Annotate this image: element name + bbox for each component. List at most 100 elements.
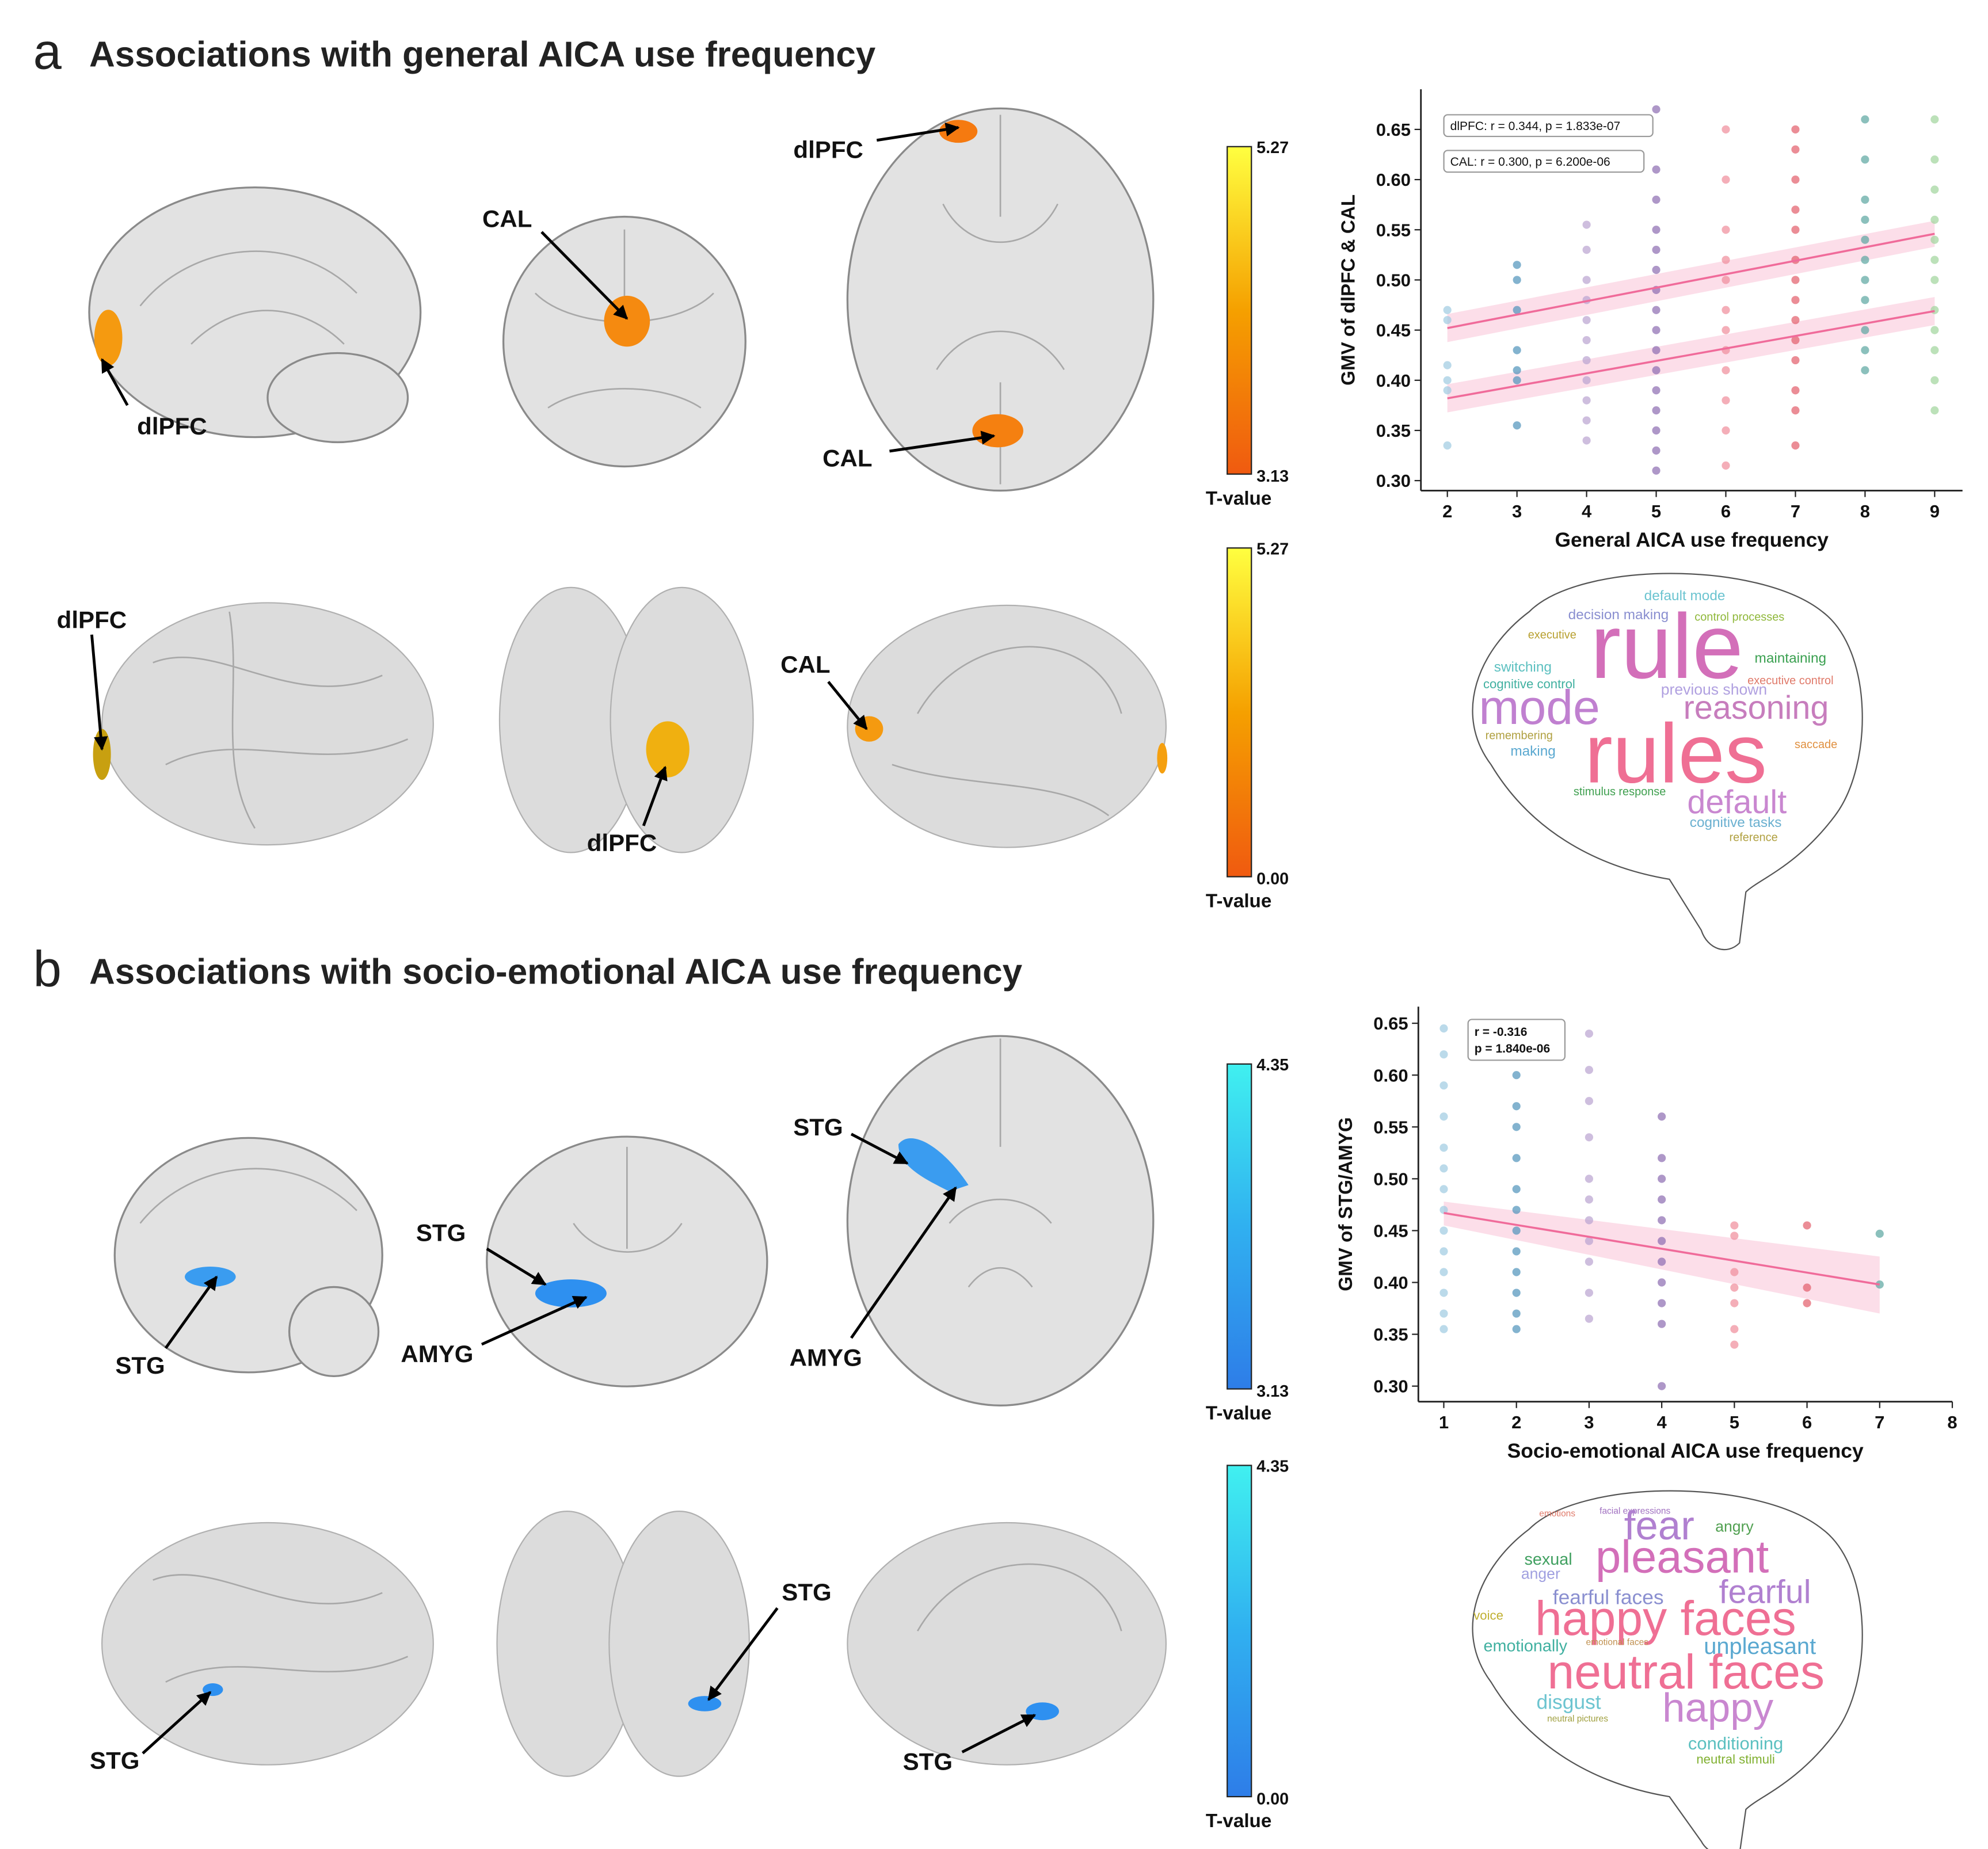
cloud-word: emotionally — [1484, 1637, 1568, 1656]
point — [1658, 1154, 1666, 1162]
point — [1652, 165, 1661, 174]
colorbar — [1227, 547, 1252, 878]
point — [1582, 246, 1591, 254]
region-label: CAL — [822, 445, 872, 472]
fit-line — [1447, 310, 1935, 399]
point — [1582, 396, 1591, 405]
cloud-word: conditioning — [1688, 1733, 1783, 1753]
region-label: dlPFC — [137, 413, 207, 440]
point — [1861, 346, 1869, 354]
point — [1658, 1320, 1666, 1328]
point — [1582, 376, 1591, 384]
cloud-word: rule — [1590, 595, 1743, 697]
point — [1861, 115, 1869, 124]
point — [1930, 256, 1939, 264]
cloud-word: happy faces — [1535, 1591, 1796, 1645]
point — [1585, 1030, 1593, 1038]
point — [1439, 1325, 1448, 1333]
cerebellum — [288, 1286, 380, 1378]
point — [1585, 1133, 1593, 1142]
activation — [972, 414, 1023, 448]
annotation-box — [1467, 1019, 1566, 1061]
point — [1585, 1195, 1593, 1204]
cloud-word: remembering — [1486, 729, 1553, 742]
point — [1439, 1247, 1448, 1256]
point — [1791, 441, 1800, 450]
point — [1512, 1071, 1521, 1080]
panel-title: Associations with general AICA use frequ… — [89, 35, 876, 74]
point — [1513, 261, 1521, 269]
panel-letter: a — [33, 23, 62, 80]
point — [1443, 386, 1452, 395]
cloud-word: neutral pictures — [1547, 1714, 1608, 1724]
cerebellum — [266, 352, 409, 444]
y-tick-label: 0.50 — [1376, 270, 1411, 291]
point — [1443, 306, 1452, 314]
point — [1722, 226, 1730, 234]
point — [1791, 296, 1800, 304]
point — [1513, 366, 1521, 375]
gyri — [573, 1146, 683, 1253]
colorbar-label: T-value — [1206, 488, 1271, 509]
cloud-word: cognitive tasks — [1690, 815, 1782, 830]
arrow — [876, 122, 960, 142]
point — [1791, 205, 1800, 214]
y-axis-label: GMV of dlPFC & CAL — [1338, 195, 1359, 386]
point — [1582, 316, 1591, 325]
point — [1930, 215, 1939, 224]
panel-title: Associations with socio-emotional AICA u… — [89, 952, 1023, 992]
point — [1930, 406, 1939, 415]
gyri — [892, 646, 1122, 817]
activation — [535, 1279, 607, 1307]
gyri — [153, 1574, 409, 1683]
cloud-word: happy — [1662, 1685, 1774, 1730]
x-tick-label: 9 — [1930, 501, 1940, 521]
point — [1585, 1314, 1593, 1323]
point — [1585, 1066, 1593, 1074]
point — [1791, 125, 1800, 134]
point — [1582, 336, 1591, 345]
point — [1443, 441, 1452, 450]
brain-outline — [1472, 573, 1863, 951]
point — [1658, 1175, 1666, 1183]
point — [1658, 1382, 1666, 1390]
point — [1658, 1195, 1666, 1204]
point — [1861, 296, 1869, 304]
cloud-word: emotions — [1539, 1509, 1575, 1519]
cloud-word: pleasant — [1595, 1531, 1769, 1582]
point — [1585, 1257, 1593, 1266]
colorbar-label: T-value — [1206, 1403, 1271, 1424]
gyri — [917, 1563, 1122, 1631]
activation — [94, 310, 123, 366]
point — [1513, 421, 1521, 430]
y-tick-label: 0.65 — [1376, 120, 1411, 140]
brain-posterior-right — [610, 586, 754, 853]
cloud-word: anger — [1521, 1565, 1560, 1582]
activation — [646, 721, 690, 777]
arrow — [164, 1275, 218, 1349]
point — [1512, 1102, 1521, 1111]
x-tick-label: 5 — [1730, 1412, 1739, 1432]
point — [1722, 256, 1730, 264]
point — [1652, 346, 1661, 354]
point — [1652, 105, 1661, 114]
x-tick-label: 2 — [1511, 1412, 1521, 1432]
point — [1652, 426, 1661, 435]
cloud-word: angry — [1715, 1518, 1754, 1535]
point — [1730, 1268, 1739, 1276]
point — [1722, 366, 1730, 375]
x-tick-label: 5 — [1651, 501, 1661, 521]
y-tick-label: 0.35 — [1376, 421, 1411, 441]
point — [1513, 306, 1521, 314]
arrow — [540, 231, 629, 320]
point — [1791, 145, 1800, 154]
cloud-word: control processes — [1694, 611, 1784, 623]
arrow — [90, 634, 108, 751]
point — [1439, 1206, 1448, 1214]
point — [1443, 376, 1452, 384]
brain-axial — [846, 107, 1155, 492]
annotation: dlPFC: r = 0.344, p = 1.833e-07 — [1450, 120, 1621, 133]
point — [1791, 276, 1800, 284]
point — [1512, 1309, 1521, 1318]
y-tick-label: 0.40 — [1373, 1273, 1408, 1293]
